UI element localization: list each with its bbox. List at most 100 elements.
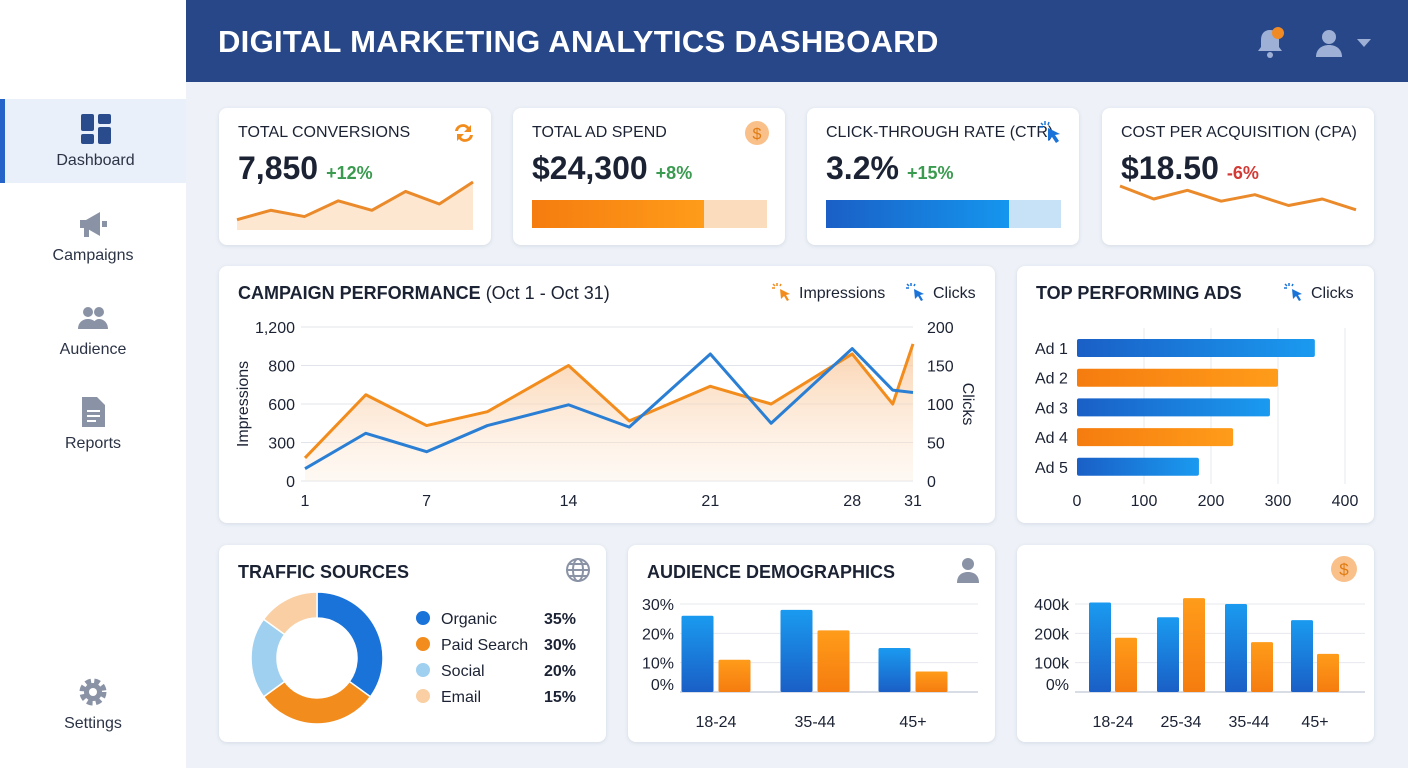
spend-by-age-card: $ 0% 100k 200k 400k 18-24 25-34 35-44 45+ [1017, 545, 1374, 742]
x-tick: 400 [1332, 493, 1359, 510]
x-tick: 1 [301, 493, 310, 510]
legend-value: 30% [544, 637, 576, 654]
kpi-card: CLICK-THROUGH RATE (CTR) 3.2% +15% [807, 108, 1079, 245]
bar-ad-4 [1077, 428, 1234, 447]
sidebar-item-campaigns[interactable]: Campaigns [0, 194, 186, 278]
document-icon [82, 397, 105, 427]
donut-slice-organic [316, 591, 384, 698]
x-tick: 300 [1265, 493, 1292, 510]
category-label: Ad 1 [1035, 341, 1068, 358]
kpi-title: CLICK-THROUGH RATE (CTR) [826, 124, 1054, 141]
sidebar-item-label: Reports [64, 435, 122, 452]
category-label: Ad 3 [1035, 400, 1068, 417]
y-tick: 20% [642, 626, 674, 643]
x-tick: 18-24 [1093, 714, 1134, 731]
y-left-tick: 0 [286, 474, 295, 491]
legend-swatch [416, 689, 430, 703]
legend-value: 15% [544, 689, 576, 706]
bar [1251, 642, 1273, 692]
legend-label: Organic [441, 611, 497, 628]
cursor-click-icon [1284, 283, 1302, 301]
gear-icon [79, 678, 107, 706]
traffic-sources-card: TRAFFIC SOURCES Organic 35% Paid Search 30%… [219, 545, 606, 742]
sidebar-item-reports[interactable]: Reports [0, 382, 186, 466]
category-label: Ad 4 [1035, 430, 1068, 447]
campaign-performance-card: CAMPAIGN PERFORMANCE (Oct 1 - Oct 31) Im… [219, 266, 995, 523]
bar [1089, 602, 1111, 692]
x-tick: 200 [1198, 493, 1225, 510]
bar [878, 648, 911, 692]
x-tick: 35-44 [795, 714, 836, 731]
bar-ad-3 [1077, 398, 1270, 417]
spend-bar-chart: 0% 100k 200k 400k 18-24 25-34 35-44 45+ [1034, 597, 1365, 731]
kpi-card: TOTAL CONVERSIONS 7,850 +12% [219, 108, 491, 245]
progress-bar [532, 200, 767, 228]
y-left-tick: 300 [268, 436, 295, 453]
kpi-value: 3.2% +15% [826, 150, 954, 186]
card-title: TOP PERFORMING ADS [1036, 283, 1242, 303]
bar [1317, 653, 1339, 692]
globe-icon[interactable] [565, 557, 591, 583]
y-tick: 200k [1034, 626, 1070, 643]
sidebar-item-label: Dashboard [56, 152, 135, 169]
category-label: Ad 2 [1035, 371, 1068, 388]
progress-fill [826, 200, 1010, 228]
chevron-down-icon[interactable] [1356, 38, 1372, 48]
legend-clicks: Clicks [905, 282, 976, 306]
cursor-click-icon [772, 283, 790, 301]
legend-clicks: Clicks [1283, 282, 1354, 306]
y-tick: 0% [651, 677, 674, 694]
legend-swatch [416, 637, 430, 651]
sidebar-item-settings[interactable]: Settings [0, 662, 186, 746]
x-tick: 21 [701, 493, 719, 510]
user-icon[interactable] [1314, 28, 1344, 58]
donut-slice-paid-search [262, 680, 372, 725]
bar [1225, 604, 1247, 692]
sidebar-item-dashboard[interactable]: Dashboard [0, 99, 186, 183]
y-left-tick: 1,200 [255, 320, 295, 337]
card-title: AUDIENCE DEMOGRAPHICS [647, 562, 896, 582]
y-right-tick: 100 [927, 397, 954, 414]
legend-label: Paid Search [441, 637, 528, 654]
bar [718, 659, 751, 692]
y-left-label: Impressions [235, 361, 252, 447]
category-label: Ad 5 [1035, 460, 1068, 477]
y-tick: 0% [1046, 677, 1069, 694]
progress-bar [826, 200, 1061, 228]
y-tick: 10% [642, 656, 674, 673]
y-right-tick: 0 [927, 474, 936, 491]
y-right-tick: 50 [927, 436, 945, 453]
x-tick: 18-24 [696, 714, 737, 731]
sparkline-line [1119, 184, 1357, 212]
megaphone-icon [80, 212, 107, 237]
dollar-icon: $ [1331, 556, 1357, 582]
x-tick: 45+ [899, 714, 926, 731]
legend-swatch [416, 611, 430, 625]
top-ads-bar-chart: 0 100 200 300 400 Ad 1 Ad 2 Ad 3 Ad 4 Ad 5 [1035, 328, 1359, 510]
kpi-change: +12% [326, 163, 373, 183]
legend-label: Email [441, 689, 481, 706]
sparkline [236, 180, 474, 230]
x-tick: 28 [843, 493, 861, 510]
x-tick: 35-44 [1229, 714, 1270, 731]
sidebar-item-label: Settings [64, 715, 122, 732]
kpi-title: COST PER ACQUISITION (CPA) [1121, 124, 1357, 141]
bar [681, 615, 714, 692]
bar-ad-5 [1077, 457, 1199, 476]
x-tick: 45+ [1301, 714, 1328, 731]
bar [1291, 620, 1313, 692]
sparkline [1119, 184, 1357, 212]
cursor-click-icon [1039, 121, 1060, 143]
header: DIGITAL MARKETING ANALYTICS DASHBOARD [186, 0, 1408, 82]
traffic-donut-chart: Organic 35% Paid Search 30% Social 20% Email 15… [250, 591, 576, 725]
user-icon [957, 558, 979, 583]
top-ads-card: TOP PERFORMING ADS Clicks 0 100 200 300 400 A… [1017, 266, 1374, 523]
clicks-line [304, 347, 914, 470]
y-right-tick: 200 [927, 320, 954, 337]
x-tick: 25-34 [1161, 714, 1202, 731]
x-tick: 100 [1131, 493, 1158, 510]
kpi-value: $18.50 -6% [1121, 150, 1259, 186]
svg-text:$: $ [753, 126, 762, 143]
bell-icon[interactable] [1254, 26, 1286, 60]
sidebar-item-audience[interactable]: Audience [0, 288, 186, 372]
